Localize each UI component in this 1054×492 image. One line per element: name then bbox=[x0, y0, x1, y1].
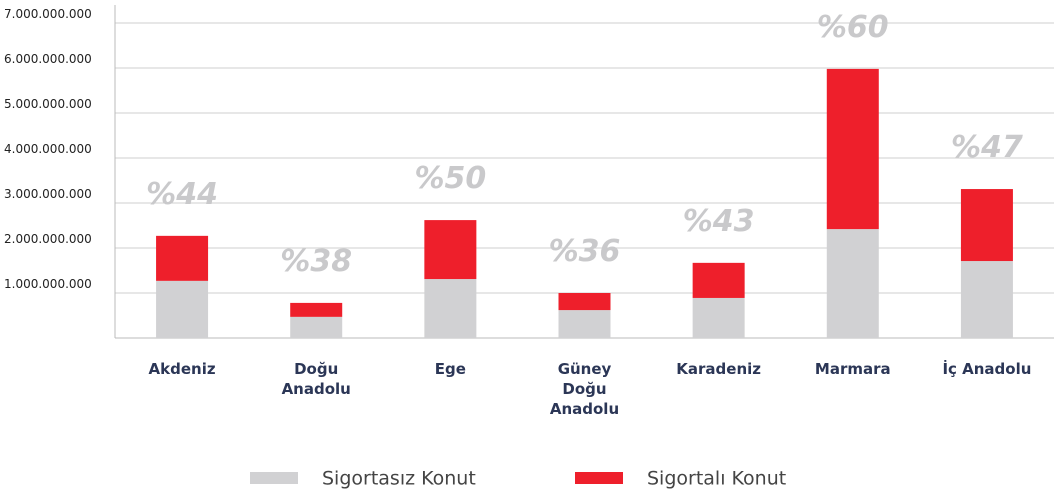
y-tick-label: 6.000.000.000 bbox=[4, 52, 92, 66]
y-tick-label: 4.000.000.000 bbox=[4, 142, 92, 156]
bar-segment bbox=[692, 297, 745, 338]
bar-segment bbox=[290, 316, 343, 338]
bar-segment bbox=[558, 310, 611, 338]
x-tick-label: Karadeniz bbox=[676, 360, 761, 378]
share-label: %36 bbox=[549, 234, 621, 269]
y-tick-label: 7.000.000.000 bbox=[4, 7, 92, 21]
x-tick-label: Akdeniz bbox=[148, 360, 216, 378]
share-label: %38 bbox=[280, 244, 352, 279]
share-label: %60 bbox=[817, 10, 889, 45]
y-tick-label: 2.000.000.000 bbox=[4, 232, 92, 246]
x-tick-label: İç Anadolu bbox=[942, 360, 1032, 378]
legend-swatch bbox=[250, 472, 298, 484]
share-label: %47 bbox=[951, 130, 1023, 165]
bar-segment bbox=[156, 280, 209, 338]
bar-segment bbox=[558, 293, 611, 311]
bar-segment bbox=[424, 220, 477, 280]
bar-segment bbox=[960, 261, 1013, 338]
legend-swatch bbox=[575, 472, 623, 484]
x-tick-label: Marmara bbox=[814, 360, 891, 378]
share-label: %44 bbox=[146, 177, 218, 212]
bar-segment bbox=[826, 68, 879, 230]
bar-segment bbox=[960, 189, 1013, 262]
y-tick-label: 1.000.000.000 bbox=[4, 277, 92, 291]
y-tick-label: 3.000.000.000 bbox=[4, 187, 92, 201]
x-tick-label: Doğu Anadolu bbox=[281, 360, 351, 398]
legend-label: Sigortasız Konut bbox=[322, 468, 476, 490]
x-tick-label: Ege bbox=[434, 360, 466, 378]
y-tick-label: 5.000.000.000 bbox=[4, 97, 92, 111]
bar-segment bbox=[826, 229, 879, 338]
bar-segment bbox=[692, 262, 745, 298]
share-label: %50 bbox=[414, 161, 486, 196]
legend-label: Sigortalı Konut bbox=[647, 468, 786, 490]
bar-segment bbox=[424, 279, 477, 338]
bar-segment bbox=[156, 235, 209, 281]
share-label: %43 bbox=[683, 204, 755, 239]
bar-segment bbox=[290, 302, 343, 317]
x-tick-label: Güney Doğu Anadolu bbox=[549, 360, 620, 418]
